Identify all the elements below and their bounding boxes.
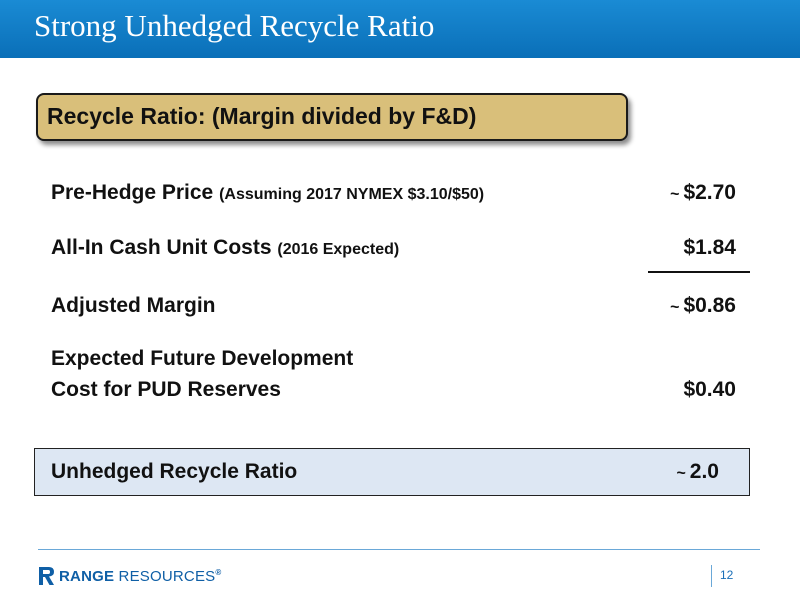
row-adjusted-margin-value: ~ $0.86 bbox=[670, 294, 736, 318]
subtraction-underline bbox=[648, 271, 750, 273]
company-name-bold: RANGE bbox=[59, 567, 115, 585]
approx-symbol: ~ bbox=[670, 299, 680, 316]
approx-symbol: ~ bbox=[670, 186, 680, 203]
row-cash-unit-costs-value: $1.84 bbox=[683, 236, 736, 260]
approx-symbol: ~ bbox=[676, 465, 686, 482]
result-label: Unhedged Recycle Ratio bbox=[51, 460, 298, 483]
value-text: $0.40 bbox=[683, 378, 736, 401]
slide-title: Strong Unhedged Recycle Ratio bbox=[34, 8, 435, 43]
range-resources-r-logo-icon bbox=[39, 567, 54, 585]
row-note: (Assuming 2017 NYMEX $3.10/$50) bbox=[219, 186, 485, 203]
row-future-development-label-line2: Cost for PUD Reserves bbox=[51, 378, 281, 401]
value-text: $2.70 bbox=[683, 181, 736, 204]
row-label-text: Pre-Hedge Price bbox=[51, 181, 214, 204]
value-text: $0.86 bbox=[683, 294, 736, 317]
row-future-development-label-line1: Expected Future Development bbox=[51, 347, 354, 370]
row-label-text: Adjusted Margin bbox=[51, 294, 216, 317]
row-adjusted-margin-label: Adjusted Margin bbox=[51, 294, 216, 318]
value-text: $1.84 bbox=[683, 236, 736, 259]
subtitle-box: Recycle Ratio: (Margin divided by F&D) bbox=[36, 93, 628, 141]
value-text: 2.0 bbox=[689, 460, 719, 483]
result-box: Unhedged Recycle Ratio ~2.0 bbox=[34, 448, 750, 496]
row-note: (2016 Expected) bbox=[277, 241, 400, 258]
row-future-development-value: $0.40 bbox=[683, 378, 736, 402]
title-bar: Strong Unhedged Recycle Ratio bbox=[0, 0, 800, 58]
row-pre-hedge-price-value: ~ $2.70 bbox=[670, 181, 736, 205]
page-number-divider bbox=[711, 565, 712, 587]
row-cash-unit-costs-label: All-In Cash Unit Costs (2016 Expected) bbox=[51, 236, 399, 260]
footer-line bbox=[38, 549, 760, 550]
row-label-text: All-In Cash Unit Costs bbox=[51, 236, 272, 259]
page-number: 12 bbox=[720, 568, 734, 582]
company-name: RANGE RESOURCES® bbox=[59, 568, 221, 585]
row-pre-hedge-price-label: Pre-Hedge Price (Assuming 2017 NYMEX $3.… bbox=[51, 181, 484, 205]
registered-mark: ® bbox=[215, 567, 222, 577]
company-name-light: RESOURCES bbox=[118, 567, 216, 585]
result-value: ~2.0 bbox=[676, 460, 719, 484]
company-logo: RANGE RESOURCES® bbox=[38, 565, 221, 587]
subtitle-text: Recycle Ratio: (Margin divided by F&D) bbox=[47, 103, 477, 129]
